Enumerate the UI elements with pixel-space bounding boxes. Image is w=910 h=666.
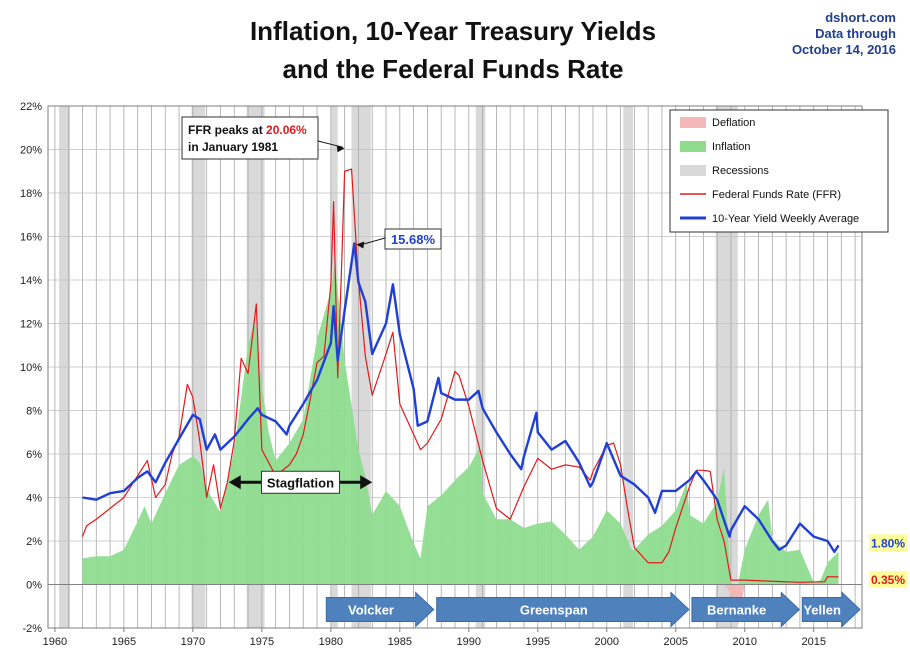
fed-chair-label: Bernanke: [707, 603, 766, 618]
yield-peak-pointer-head: [356, 241, 365, 249]
legend-swatch: [680, 117, 706, 128]
legend: Deflation Inflation Recessions Federal Fund…: [669, 109, 889, 233]
inflation-area-layer: [82, 262, 839, 626]
x-tick-label: 1990: [457, 636, 481, 648]
yield-peak-value: 15.68%: [391, 232, 436, 247]
y-tick-label: 8%: [26, 406, 42, 418]
annotations: FFR peaks at 20.06% in January 1981 15.68%…: [181, 116, 442, 494]
y-tick-label: 12%: [20, 319, 42, 331]
end-label-box: [869, 570, 907, 588]
stagflation-label-box: [260, 470, 340, 494]
fed-chair-arrow: [325, 591, 435, 628]
series-lines: [48, 168, 862, 585]
x-tick-label: 2010: [732, 636, 756, 648]
y-tick-label: 2%: [26, 536, 42, 548]
fed-chair-label: Greenspan: [520, 603, 588, 618]
legend-box: [669, 109, 889, 233]
y-tick-label: 14%: [20, 275, 42, 287]
chart-title-line2: and the Federal Funds Rate: [283, 54, 624, 84]
axes: -2% 0% 2% 4% 6% 8% 10% 12% 14% 16% 18% 20% 22% 1960 19…: [20, 101, 863, 648]
x-tick-label: 1965: [112, 636, 136, 648]
end-label-value: 1.80%: [871, 536, 905, 550]
end-label-box: [869, 534, 907, 552]
x-tick-label: 1970: [181, 636, 205, 648]
legend-label: Recessions: [712, 165, 769, 177]
legend-label: 10-Year Yield Weekly Average: [712, 213, 859, 225]
stagflation-arrow-right-head: [360, 475, 373, 490]
ffr-peak-callout-date: in January 1981: [188, 140, 278, 154]
stagflation-arrow-left-head: [228, 475, 241, 490]
y-tick-label: -2%: [22, 623, 42, 635]
y-tick-label: 16%: [20, 232, 42, 244]
x-tick-label: 1995: [526, 636, 550, 648]
ffr-peak-prefix: FFR peaks at: [188, 123, 266, 137]
y-tick-label: 0%: [26, 580, 42, 592]
source-note: Data through: [815, 26, 896, 41]
source-site: dshort.com: [825, 10, 896, 25]
yield-peak-callout-box: [384, 228, 442, 250]
x-tick-label: 2015: [801, 636, 825, 648]
ffr-peak-callout-box: [181, 116, 319, 160]
legend-label: Inflation: [712, 141, 751, 153]
ffr-peak-value: 20.06%: [266, 123, 307, 137]
y-tick-label: 22%: [20, 101, 42, 113]
x-tick-label: 1980: [319, 636, 343, 648]
fed-chair-arrows: Volcker Greenspan Bernanke Yellen: [325, 591, 861, 628]
ten-year-yield-line: [82, 242, 840, 554]
stagflation-label: Stagflation: [267, 475, 334, 490]
y-tick-label: 18%: [20, 188, 42, 200]
fed-chair-arrow: [801, 591, 861, 628]
ffr-peak-callout-text: FFR peaks at 20.06%: [188, 123, 307, 137]
legend-label: Deflation: [712, 117, 755, 129]
x-tick-label: 2005: [664, 636, 688, 648]
source-date: October 14, 2016: [792, 42, 896, 57]
x-tick-label: 1975: [250, 636, 274, 648]
ffr-peak-pointer-head: [336, 145, 345, 153]
y-tick-label: 10%: [20, 362, 42, 374]
end-value-labels: 1.80% 0.35%: [869, 534, 907, 588]
end-label-value: 0.35%: [871, 573, 905, 587]
y-tick-label: 4%: [26, 493, 42, 505]
plot-border: [47, 105, 863, 629]
legend-swatch: [680, 165, 706, 176]
legend-label: Federal Funds Rate (FFR): [712, 189, 841, 201]
ffr-line: [81, 168, 839, 583]
fed-chair-arrow: [691, 591, 801, 628]
inflation-area: [82, 262, 839, 585]
x-tick-label: 1985: [388, 636, 412, 648]
x-tick-label: 1960: [43, 636, 67, 648]
x-tick-label: 2000: [595, 636, 619, 648]
fed-chair-label: Volcker: [348, 603, 394, 618]
fed-chair-arrow: [436, 591, 690, 628]
y-tick-label: 20%: [20, 145, 42, 157]
chart-title-line1: Inflation, 10-Year Treasury Yields: [250, 16, 656, 46]
fed-chair-label: Yellen: [803, 603, 841, 618]
legend-swatch: [680, 141, 706, 152]
y-tick-label: 6%: [26, 449, 42, 461]
